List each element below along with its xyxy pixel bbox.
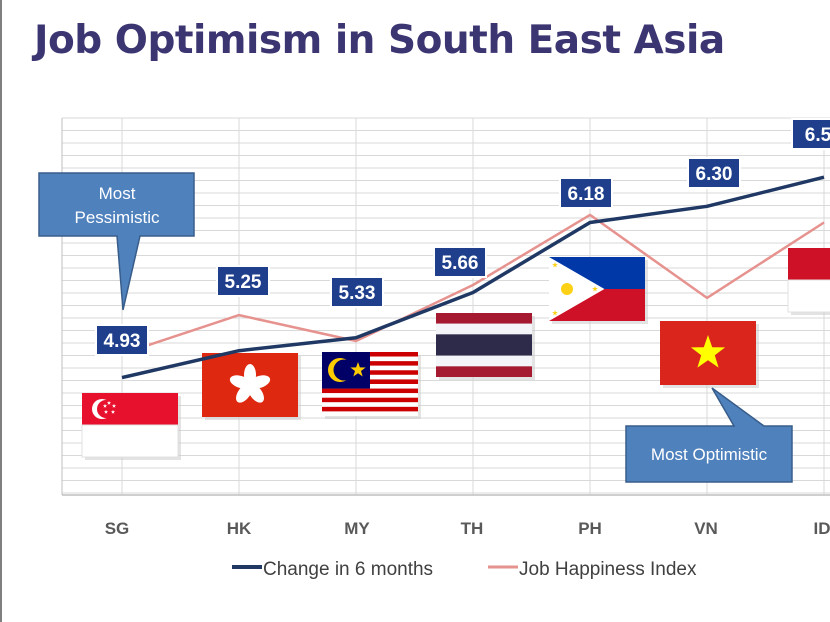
callout-most-optimistic: Most Optimistic xyxy=(625,387,793,483)
data-label-box xyxy=(433,246,487,278)
flag-star xyxy=(110,409,116,414)
hong-kong-flag-icon xyxy=(202,353,301,420)
flag-star xyxy=(552,310,558,316)
indonesia-flag-icon xyxy=(787,248,830,315)
flags-layer xyxy=(81,248,830,460)
legend-label: Change in 6 months xyxy=(263,559,433,580)
flag-star xyxy=(103,409,109,414)
data-label-box xyxy=(95,324,149,356)
flag-petal xyxy=(229,375,252,389)
flag-star xyxy=(592,286,598,292)
x-tick-my: MY xyxy=(344,519,370,538)
x-axis-ticks: SG HK MY TH PH VN ID xyxy=(105,519,830,538)
data-label-ph: 6.18 xyxy=(559,177,613,209)
page-title: Job Optimism in South East Asia xyxy=(34,18,725,63)
callout-text: Most Optimistic xyxy=(651,445,768,464)
legend-entry-job-happiness-index: Job Happiness Index xyxy=(488,559,697,580)
data-label-vn: 6.30 xyxy=(687,157,741,189)
legend-entry-change-in-6-months: Change in 6 months xyxy=(232,559,433,580)
data-label-text: 5.66 xyxy=(442,253,479,274)
flag-star xyxy=(350,362,366,377)
callout-shape xyxy=(38,172,195,311)
flag-star xyxy=(106,400,112,405)
flag-stripe xyxy=(436,323,532,335)
callouts: Most Pessimistic Most Optimistic xyxy=(38,172,793,483)
data-label-text: 6.18 xyxy=(568,184,605,205)
data-label-text: 5.25 xyxy=(225,272,262,293)
flag-petal xyxy=(236,383,253,403)
data-label-th: 5.66 xyxy=(433,246,487,278)
flag-stripe xyxy=(436,355,532,367)
data-label-text: 6.30 xyxy=(696,164,733,185)
left-border xyxy=(0,0,2,622)
flag-stripe xyxy=(788,248,830,280)
data-label-box xyxy=(687,157,741,189)
flag-stripe xyxy=(787,279,830,313)
data-label-hk: 5.25 xyxy=(216,265,270,297)
legend-label: Job Happiness Index xyxy=(519,559,697,580)
series-line-job-happiness-index xyxy=(121,213,825,356)
vietnam-flag-icon xyxy=(660,321,759,388)
data-label-box xyxy=(330,276,384,308)
data-label-sg: 4.93 xyxy=(95,324,149,356)
data-label-text: 6.5 xyxy=(805,125,830,146)
legend: Change in 6 months Job Happiness Index xyxy=(232,559,697,580)
malaysia-flag-icon xyxy=(322,352,421,419)
x-tick-th: TH xyxy=(461,519,484,538)
x-tick-ph: PH xyxy=(578,519,602,538)
flag-crescent-cut xyxy=(97,400,115,418)
flag-stripe xyxy=(322,388,418,394)
series-line-change-in-6-months xyxy=(121,175,825,380)
flag-stripe xyxy=(322,397,418,403)
x-tick-sg: SG xyxy=(105,519,130,538)
flag-star xyxy=(102,403,108,408)
thailand-flag-icon xyxy=(436,313,535,380)
flag-crescent-cut xyxy=(333,359,355,381)
flag-stripe xyxy=(322,406,418,412)
flag-triangle xyxy=(549,257,605,321)
data-label-box xyxy=(216,265,270,297)
singapore-flag-icon xyxy=(81,393,181,460)
flag-stripe xyxy=(322,402,418,407)
flag-stripe xyxy=(322,393,418,398)
x-tick-vn: VN xyxy=(694,519,718,538)
flag-star xyxy=(690,335,726,368)
flag-stripe xyxy=(436,366,532,377)
data-label-box xyxy=(559,177,613,209)
data-label-text: 4.93 xyxy=(104,331,141,352)
data-label-id: 6.5 xyxy=(791,118,830,150)
callout-text: Most xyxy=(99,184,136,203)
data-labels: 4.93 5.25 5.33 5.66 6.18 6.30 6.5 xyxy=(95,118,830,356)
data-label-text: 5.33 xyxy=(339,283,376,304)
philippines-flag-icon xyxy=(549,257,648,324)
flag-stripe xyxy=(436,334,532,356)
flag-star xyxy=(552,262,558,268)
data-label-my: 5.33 xyxy=(330,276,384,308)
flag-stripe xyxy=(436,313,532,324)
flag-star xyxy=(111,403,117,408)
flag-sun xyxy=(561,283,573,295)
flag-stripe xyxy=(322,411,418,416)
callout-shape xyxy=(625,387,793,483)
x-tick-hk: HK xyxy=(227,519,252,538)
series-lines xyxy=(121,175,825,380)
data-label-box xyxy=(791,118,830,150)
x-tick-id: ID xyxy=(814,519,830,538)
callout-most-pessimistic: Most Pessimistic xyxy=(38,172,195,311)
callout-text: Pessimistic xyxy=(74,208,160,227)
flag-stripe xyxy=(81,424,179,458)
